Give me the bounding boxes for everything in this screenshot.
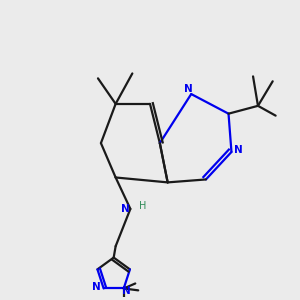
Text: N: N: [184, 84, 193, 94]
Text: H: H: [139, 201, 146, 211]
Text: N: N: [234, 146, 243, 155]
Text: N: N: [122, 286, 131, 296]
Text: N: N: [92, 282, 101, 292]
Text: N: N: [121, 204, 129, 214]
